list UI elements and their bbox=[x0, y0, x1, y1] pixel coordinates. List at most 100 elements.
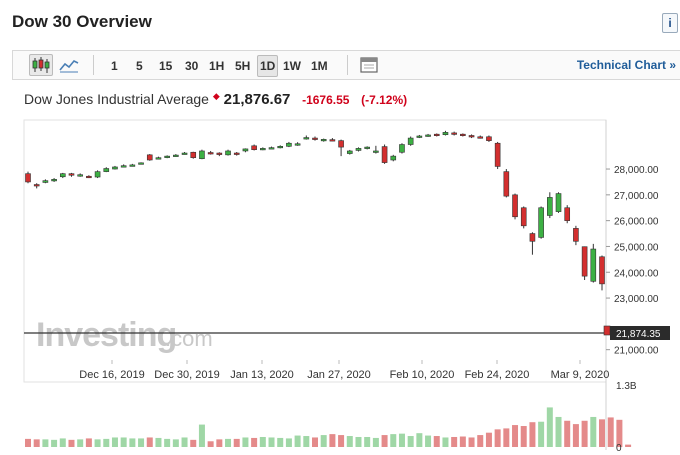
chart-toolbar: Technical Chart » 1 5 15 30 1H 5H 1D 1W 1M bbox=[12, 50, 680, 80]
candle bbox=[564, 205, 571, 224]
timeframe-1h[interactable]: 1H bbox=[209, 59, 225, 73]
candle-body bbox=[564, 207, 571, 221]
timeframe-5[interactable]: 5 bbox=[136, 59, 143, 73]
candle-body bbox=[329, 139, 336, 142]
volume-bar bbox=[625, 444, 632, 447]
candle bbox=[59, 172, 66, 179]
candle bbox=[164, 155, 170, 159]
candle-body bbox=[68, 173, 75, 176]
timeframe-1d[interactable]: 1D bbox=[257, 55, 279, 77]
candlestick-icon[interactable] bbox=[29, 54, 53, 76]
candle-body bbox=[59, 173, 66, 178]
candle-body bbox=[155, 157, 162, 160]
candle-body bbox=[25, 173, 31, 183]
candle-body bbox=[425, 134, 431, 137]
watermark-suffix: .com bbox=[165, 326, 213, 351]
volume-bar bbox=[442, 437, 449, 447]
candle-body bbox=[138, 162, 144, 165]
candle-body bbox=[86, 175, 92, 179]
volume-bar bbox=[538, 421, 545, 447]
calendar-icon[interactable] bbox=[357, 54, 381, 76]
technical-chart-link[interactable]: Technical Chart » bbox=[576, 58, 676, 72]
timeframe-15[interactable]: 15 bbox=[159, 59, 173, 73]
candle-body bbox=[120, 165, 127, 168]
volume-bar bbox=[216, 439, 223, 447]
candle bbox=[390, 154, 397, 162]
candle-body bbox=[251, 145, 257, 150]
volume-bar bbox=[433, 436, 440, 447]
timeframe-1m[interactable]: 1M bbox=[311, 59, 328, 73]
candle-body bbox=[112, 166, 118, 170]
instrument-change-pct: (-7.12%) bbox=[361, 93, 408, 107]
volume-bar bbox=[294, 435, 301, 447]
candle bbox=[173, 154, 179, 157]
candle bbox=[216, 152, 223, 157]
candle bbox=[146, 154, 153, 161]
candle-body bbox=[346, 150, 353, 154]
volume-bar bbox=[459, 436, 466, 447]
volume-bar bbox=[512, 425, 519, 447]
instrument-price: 21,876.67 bbox=[223, 91, 291, 108]
timeframe-1[interactable]: 1 bbox=[111, 59, 118, 73]
candle bbox=[138, 162, 144, 165]
volume-bar bbox=[303, 436, 310, 447]
candle bbox=[538, 206, 544, 239]
candle-body bbox=[286, 142, 292, 147]
info-icon[interactable]: i bbox=[662, 13, 678, 33]
candle bbox=[494, 141, 501, 170]
candle-body bbox=[573, 228, 579, 242]
timeframe-1w[interactable]: 1W bbox=[283, 59, 301, 73]
volume-bar bbox=[207, 441, 214, 447]
candle-body bbox=[364, 146, 370, 149]
timeframe-5h[interactable]: 5H bbox=[235, 59, 251, 73]
area-chart-icon[interactable] bbox=[57, 54, 81, 76]
y-tick-label: 26,000.00 bbox=[614, 217, 659, 228]
candle-body bbox=[320, 139, 327, 142]
candle bbox=[155, 156, 162, 160]
candle bbox=[416, 134, 423, 139]
volume-bar bbox=[103, 438, 110, 447]
candle bbox=[573, 225, 579, 246]
candle-body bbox=[416, 135, 423, 138]
volume-zero-label: 0 bbox=[616, 443, 622, 454]
volume-bar bbox=[329, 434, 336, 447]
x-tick-label: Feb 10, 2020 bbox=[390, 369, 455, 381]
volume-bar bbox=[425, 435, 432, 447]
volume-bar bbox=[355, 436, 362, 447]
candle bbox=[103, 167, 110, 173]
candle bbox=[346, 149, 353, 155]
volume-bar bbox=[120, 437, 127, 447]
x-tick-label: Dec 16, 2019 bbox=[79, 369, 144, 381]
candle bbox=[190, 151, 197, 159]
candle bbox=[68, 172, 75, 177]
candle-body bbox=[529, 233, 536, 242]
timeframe-30[interactable]: 30 bbox=[185, 59, 199, 73]
down-marker-icon: ◆ bbox=[212, 91, 220, 101]
candle bbox=[433, 133, 440, 137]
candle bbox=[399, 143, 405, 154]
candle-body bbox=[164, 155, 170, 158]
volume-bar bbox=[51, 439, 58, 447]
volume-bar bbox=[268, 437, 275, 447]
candle-body bbox=[216, 152, 223, 155]
candle-body bbox=[225, 150, 231, 156]
volume-bar bbox=[33, 439, 40, 447]
x-tick-label: Jan 13, 2020 bbox=[230, 369, 294, 381]
candle-body bbox=[381, 146, 388, 163]
candle bbox=[468, 134, 475, 139]
candle bbox=[207, 150, 214, 155]
page-header: Dow 30 Overview i bbox=[0, 0, 680, 44]
candle-body bbox=[33, 184, 40, 187]
candle-body bbox=[547, 197, 553, 216]
candle-body bbox=[555, 193, 562, 212]
candle-body bbox=[460, 133, 466, 136]
candle bbox=[460, 133, 466, 137]
volume-bar bbox=[555, 416, 562, 447]
candle bbox=[355, 147, 362, 152]
candle bbox=[329, 138, 336, 142]
x-tick-label: Jan 27, 2020 bbox=[307, 369, 371, 381]
volume-bar bbox=[251, 437, 258, 447]
x-tick-label: Dec 30, 2019 bbox=[154, 369, 219, 381]
y-tick-label: 21,000.00 bbox=[614, 346, 659, 357]
